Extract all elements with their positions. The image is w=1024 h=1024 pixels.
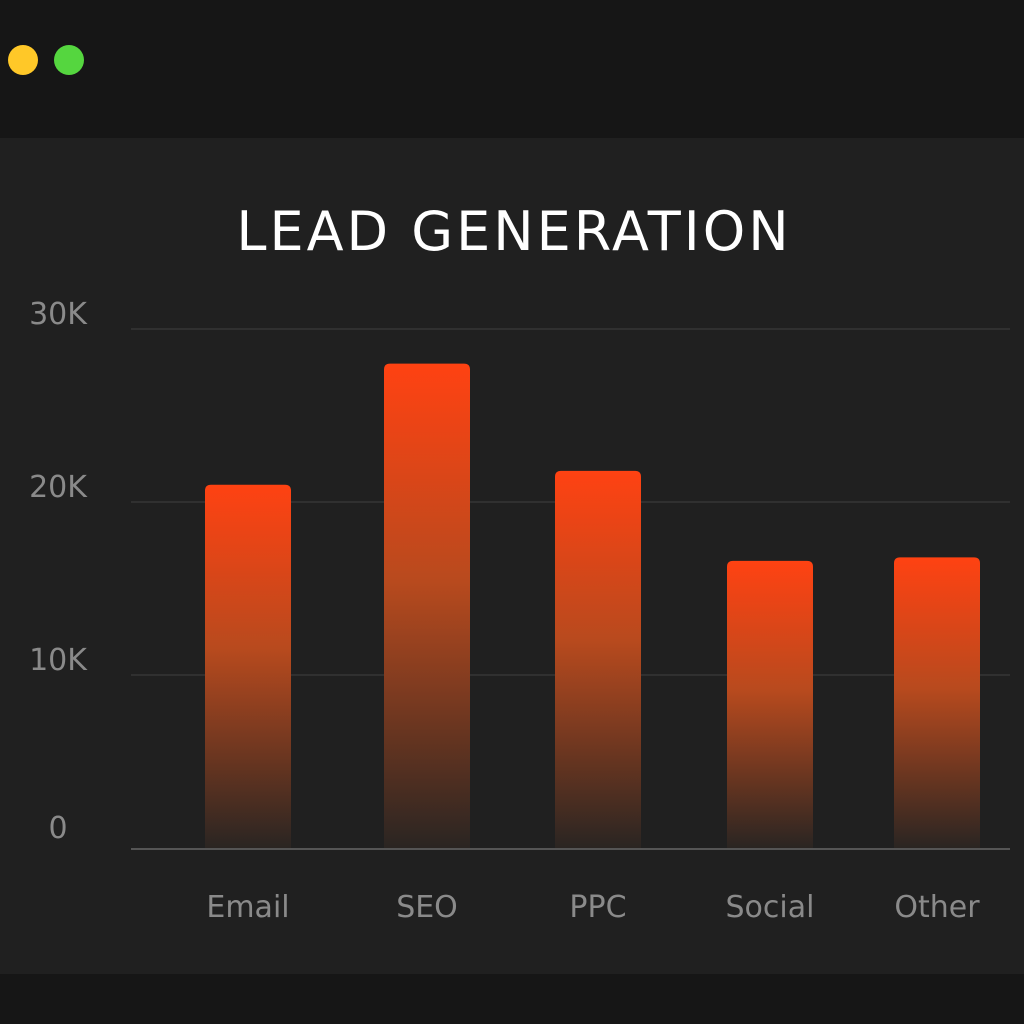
chart-title: LEAD GENERATION <box>236 200 791 263</box>
bar-social <box>727 560 813 848</box>
bar-seo <box>384 363 470 848</box>
y-tick-label: 10K <box>29 643 88 678</box>
bar-other <box>894 557 980 848</box>
chart-panel <box>0 138 1024 974</box>
window-titlebar <box>0 0 1024 138</box>
y-tick-label: 20K <box>29 470 88 505</box>
minimize-button[interactable] <box>8 45 38 75</box>
x-tick-label: SEO <box>396 890 458 925</box>
x-tick-label: PPC <box>569 890 626 925</box>
bar-ppc <box>555 470 641 848</box>
maximize-button[interactable] <box>54 45 84 75</box>
y-tick-label: 30K <box>29 297 88 332</box>
x-tick-label: Other <box>894 890 980 925</box>
x-tick-label: Social <box>726 890 815 925</box>
bottom-strip <box>0 974 1024 1024</box>
y-tick-label: 0 <box>48 811 67 846</box>
bar-email <box>205 484 291 848</box>
x-tick-label: Email <box>206 890 289 925</box>
